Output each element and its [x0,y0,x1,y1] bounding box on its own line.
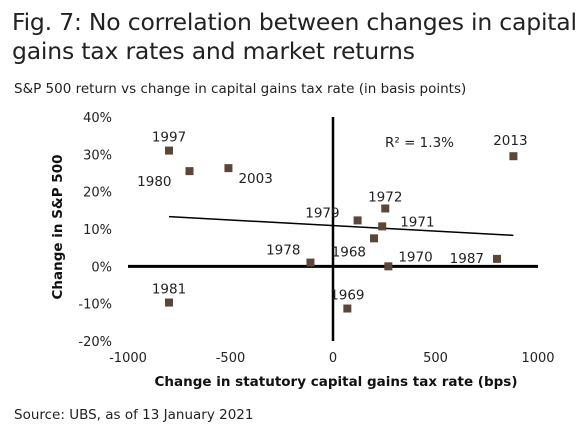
point-label: 1979 [305,205,339,221]
data-point [224,164,233,173]
y-tick-label: -20% [78,335,112,350]
data-point [381,204,390,213]
point-label: 2003 [238,171,272,187]
x-tick-label: -1000 [109,351,147,366]
tick-labels: -20% -10% 0% 10% 20% 30% 40% -1000 -500 0 500 1000 [78,111,554,366]
x-tick-label: 1000 [521,351,554,366]
point-label: 1978 [266,243,300,259]
point-labels: 1997 1980 2003 2013 1972 1979 1971 1968 1978 1970… [137,130,527,304]
data-point [509,152,518,161]
y-tick-label: 10% [83,223,112,238]
x-tick-label: -500 [216,351,246,366]
data-point [306,258,315,267]
y-tick-label: 0% [91,260,112,275]
x-tick-label: 500 [423,351,448,366]
data-point [353,216,362,225]
point-label: 2013 [493,133,527,149]
data-point [343,304,352,313]
y-tick-label: -10% [78,298,112,313]
point-label: 1969 [330,288,364,304]
chart-title: Fig. 7: No correlation between changes i… [12,8,577,65]
point-label: 1972 [368,189,402,205]
point-label: 1971 [400,214,434,230]
r-squared-annotation: R² = 1.3% [385,135,454,151]
data-point [165,298,173,307]
trendline-layer [168,215,514,237]
data-points [165,146,518,313]
point-label: 1970 [398,249,432,265]
axes [128,117,538,341]
y-axis-label: Change in S&P 500 [50,155,66,300]
y-tick-label: 30% [83,148,112,163]
point-label: 1968 [332,244,366,260]
trendline [168,215,514,237]
chart-subtitle: S&P 500 return vs change in capital gain… [14,81,467,97]
data-point [493,254,501,263]
y-tick-label: 40% [83,111,112,126]
point-label: 1997 [152,130,186,146]
data-point [378,222,387,231]
x-axis-label: Change in statutory capital gains tax ra… [154,374,517,390]
data-point [185,167,194,176]
data-point [384,262,393,271]
point-label: 1987 [450,251,484,267]
x-tick-label: 0 [329,351,337,366]
y-tick-label: 20% [83,186,112,201]
data-point [370,234,378,243]
point-label: 1981 [152,282,186,298]
data-point [165,146,173,155]
point-label: 1980 [137,174,171,190]
source-note: Source: UBS, as of 13 January 2021 [14,407,254,423]
